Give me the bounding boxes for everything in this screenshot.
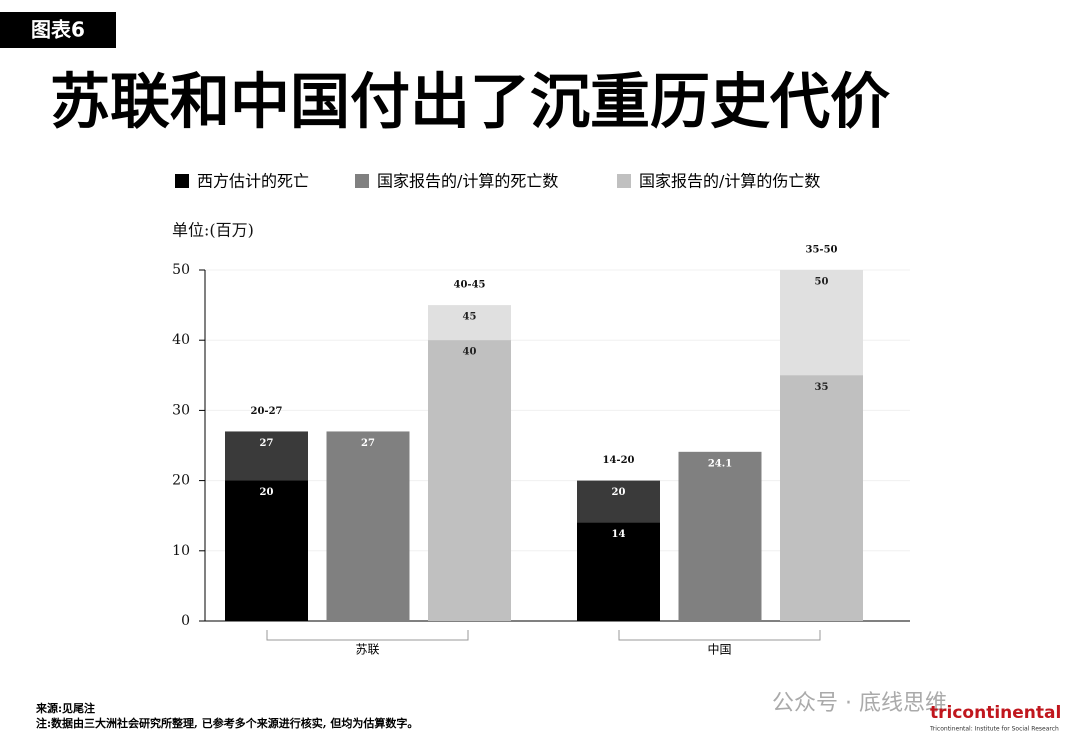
range-label: 35-50 bbox=[806, 245, 838, 256]
y-tick-label: 30 bbox=[172, 402, 190, 418]
y-tick-label: 10 bbox=[172, 543, 190, 559]
y-tick-label: 20 bbox=[172, 473, 190, 489]
legend-label: 国家报告的/计算的伤亡数 bbox=[639, 172, 820, 191]
legend-label: 西方估计的死亡 bbox=[197, 172, 309, 191]
value-label: 35 bbox=[815, 382, 829, 393]
badge-box bbox=[0, 12, 116, 48]
range-label: 14-20 bbox=[603, 455, 635, 466]
legend-label: 国家报告的/计算的死亡数 bbox=[377, 172, 558, 191]
x-tick-label: 苏联 bbox=[355, 643, 379, 657]
value-label: 50 bbox=[815, 277, 829, 288]
bar bbox=[678, 451, 762, 621]
value-label: 20 bbox=[612, 487, 626, 498]
legend-swatch bbox=[175, 174, 189, 188]
logo: tricontinental bbox=[930, 703, 1061, 723]
y-tick-label: 40 bbox=[172, 332, 190, 348]
value-label: 24.1 bbox=[708, 458, 732, 469]
logo-sub: Tricontinental: Institute for Social Res… bbox=[929, 726, 1059, 733]
range-label: 40-45 bbox=[454, 280, 486, 291]
category-bracket bbox=[618, 630, 821, 641]
watermark: 公众号 · 底线思维 bbox=[772, 691, 947, 716]
value-label: 40 bbox=[463, 347, 477, 358]
bar bbox=[428, 340, 511, 621]
unit-label: 单位:(百万) bbox=[172, 221, 254, 240]
bar bbox=[225, 480, 308, 621]
value-label: 27 bbox=[361, 438, 375, 449]
source: 来源:见尾注 bbox=[35, 701, 95, 715]
bar bbox=[780, 375, 863, 621]
legend-swatch bbox=[617, 174, 631, 188]
x-tick-label: 中国 bbox=[707, 642, 731, 657]
range-label: 20-27 bbox=[251, 406, 283, 417]
bar bbox=[577, 522, 660, 621]
value-label: 20 bbox=[260, 487, 274, 498]
legend-swatch bbox=[355, 174, 369, 188]
badge: 图表6 bbox=[31, 18, 85, 42]
value-label: 45 bbox=[463, 312, 477, 323]
value-label: 14 bbox=[612, 529, 626, 540]
chart-title: 苏联和中国付出了沉重历史代价 bbox=[50, 68, 890, 138]
note: 注:数据由三大洲社会研究所整理, 已参考多个来源进行核实, 但均为估算数字。 bbox=[36, 716, 418, 730]
bar bbox=[326, 431, 410, 621]
y-tick-label: 0 bbox=[181, 613, 190, 629]
category-bracket bbox=[266, 630, 469, 641]
value-label: 27 bbox=[260, 438, 274, 449]
y-tick-label: 50 bbox=[172, 262, 190, 278]
